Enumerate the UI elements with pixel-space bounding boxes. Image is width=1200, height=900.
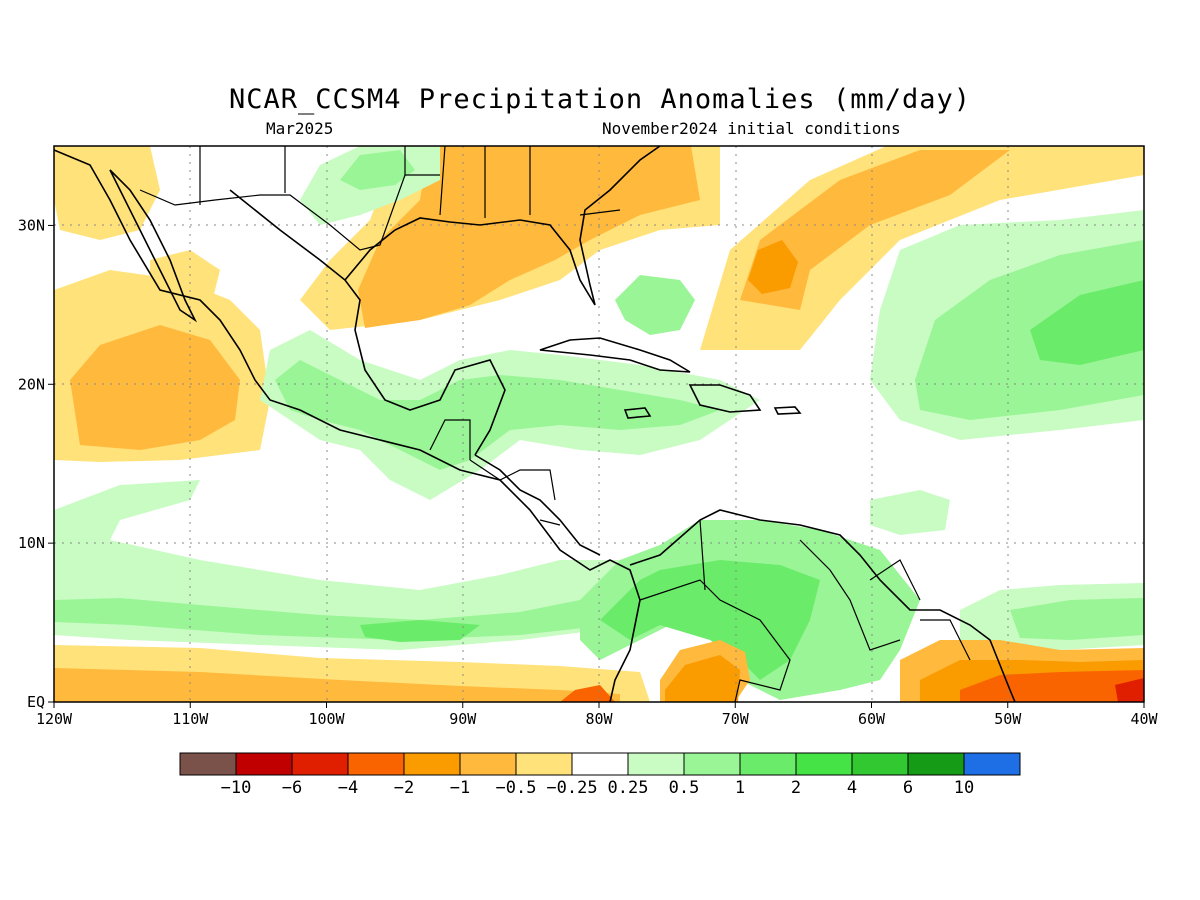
- coast-caribbean-ca: [474, 454, 601, 556]
- anomaly-dry-gulf: [358, 146, 700, 328]
- colorbar-swatch: [459, 752, 517, 776]
- anomaly-dry-brazil-peak: [1115, 678, 1144, 702]
- lon-tick-label: 80W: [585, 710, 613, 728]
- map-axes: 120W 110W 100W 90W 80W 70W 60W 50W 40W EQ 10N 20N 30…: [18, 216, 1159, 728]
- lon-tick-label: 90W: [449, 710, 477, 728]
- anomaly-dry-atlantic-max: [748, 240, 798, 294]
- anomaly-dry-atlantic-core: [740, 150, 1010, 310]
- anomaly-wet-guiana: [870, 490, 950, 535]
- colorbar-swatch: [627, 752, 685, 776]
- anomaly-wet-atlantic-max: [1030, 280, 1144, 365]
- anomaly-wet-venezuela: [600, 560, 820, 680]
- colorbar-label: 10: [954, 778, 974, 798]
- coast-hispaniola: [688, 384, 762, 413]
- lon-tick-label: 120W: [36, 710, 73, 728]
- initial-conditions: November2024 initial conditions: [602, 119, 901, 138]
- anomaly-dry-atlantic: [700, 146, 1144, 350]
- anomaly-wet-east-core: [1010, 598, 1144, 640]
- colorbar: −10 −6 −4 −2 −1 −0.5 −0.25 0.25 0.5 1 2 4 6 10: [179, 752, 1021, 798]
- coast-mexico-pacific: [54, 149, 641, 702]
- colorbar-swatch: [683, 752, 741, 776]
- colorbar-label: −0.25: [546, 778, 597, 798]
- colorbar-label: −6: [282, 778, 302, 798]
- anomaly-dry-colombia-max: [665, 655, 740, 702]
- coast-puerto-rico: [773, 406, 802, 415]
- lat-tick-label: 30N: [18, 216, 45, 234]
- map-title: NCAR_CCSM4 Precipitation Anomalies (mm/d…: [229, 84, 971, 115]
- lat-tick-label: 10N: [18, 534, 45, 552]
- coast-south-america-north: [629, 509, 1016, 702]
- border-guatemala: [429, 419, 471, 460]
- coast-baja: [109, 169, 198, 323]
- colorbar-label: −4: [338, 778, 358, 798]
- border-south-america: [639, 519, 971, 702]
- coast-cuba: [539, 337, 691, 373]
- border-us-mexico: [139, 174, 440, 251]
- coastlines: [54, 146, 1016, 702]
- lat-lon-grid: [54, 146, 1144, 702]
- colorbar-swatch: [795, 752, 853, 776]
- colorbar-swatch: [291, 752, 349, 776]
- anomaly-wet-pacific-itcz-core: [54, 598, 620, 640]
- anomaly-wet-pacific-itcz-max: [360, 620, 480, 642]
- colorbar-swatch: [907, 752, 965, 776]
- forecast-month: Mar2025: [266, 119, 334, 138]
- lon-tick-label: 110W: [172, 710, 209, 728]
- colorbar-swatch: [515, 752, 573, 776]
- anomaly-wet-texas-core: [340, 150, 415, 190]
- lat-tick-label: EQ: [27, 693, 45, 711]
- anomaly-wet-yucatan: [275, 360, 720, 470]
- colorbar-label: 2: [791, 778, 801, 798]
- anomaly-field: [54, 146, 1144, 702]
- colorbar-swatch: [179, 752, 237, 776]
- colorbar-label: 4: [847, 778, 857, 798]
- lon-tick-label: 50W: [994, 710, 1022, 728]
- colorbar-swatch: [851, 752, 909, 776]
- colorbar-swatch: [235, 752, 293, 776]
- colorbar-label: −10: [221, 778, 252, 798]
- lon-tick-label: 40W: [1130, 710, 1158, 728]
- border-central-america: [469, 459, 561, 526]
- border-us-states: [199, 146, 621, 218]
- colorbar-label: 0.25: [608, 778, 649, 798]
- colorbar-label: 0.5: [669, 778, 700, 798]
- coast-gulf: [229, 189, 506, 456]
- colorbar-label: −1: [450, 778, 470, 798]
- colorbar-label: −2: [394, 778, 414, 798]
- colorbar-swatch: [347, 752, 405, 776]
- borders: [139, 146, 971, 702]
- anomaly-wet-bahamas: [615, 275, 695, 335]
- anomaly-dry-nw-mexico: [54, 146, 160, 240]
- anomaly-dry-south-pacific-core: [54, 668, 620, 702]
- colorbar-label: 6: [903, 778, 913, 798]
- colorbar-label: −0.5: [496, 778, 537, 798]
- colorbar-swatch: [963, 752, 1021, 776]
- lat-tick-label: 20N: [18, 375, 45, 393]
- lon-tick-label: 100W: [308, 710, 345, 728]
- colorbar-swatch: [571, 752, 629, 776]
- lon-tick-label: 70W: [722, 710, 750, 728]
- lon-tick-label: 60W: [858, 710, 886, 728]
- colorbar-swatch: [403, 752, 461, 776]
- colorbar-label: 1: [735, 778, 745, 798]
- coast-gulf-north: [344, 146, 661, 306]
- coast-jamaica: [623, 407, 652, 419]
- anomaly-wet-atlantic-core: [915, 240, 1144, 420]
- anomaly-dry-pacific-core: [70, 325, 240, 450]
- colorbar-swatch: [739, 752, 797, 776]
- anomaly-dry-ecuador: [560, 685, 615, 702]
